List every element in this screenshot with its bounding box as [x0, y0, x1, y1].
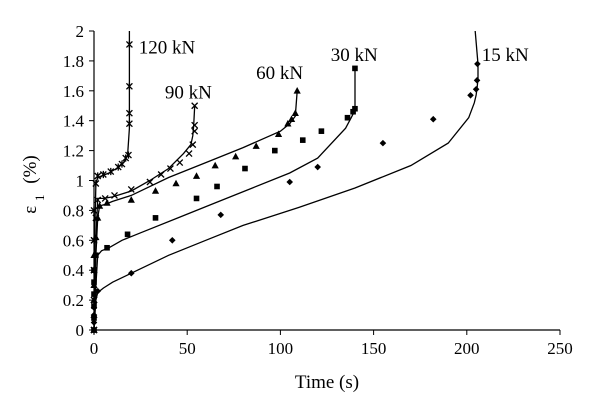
marker-star [125, 120, 133, 128]
marker-triangle [293, 87, 301, 94]
axes: 0 50 100 150 200 250 0 0.2 0.4 0.6 0.8 1 1.2 1.4 1.6 1.… [63, 22, 573, 358]
marker-diamond [429, 115, 437, 123]
marker-star [99, 170, 107, 179]
series-label: 60 kN [256, 63, 303, 84]
marker-square [193, 195, 200, 202]
x-tick-label: 250 [547, 339, 573, 358]
series-line-90-kn [93, 105, 196, 331]
marker-square [318, 128, 325, 134]
marker-star [114, 163, 122, 171]
marker-triangle [127, 196, 135, 203]
marker-triangle [274, 130, 283, 137]
x-axis-title: Time (s) [295, 372, 359, 393]
series-line-30-kn [93, 68, 356, 331]
marker-square [344, 114, 351, 121]
series-labels: 120 kN 90 kN 60 kN 30 kN 15 kN [139, 37, 529, 103]
marker-x [157, 171, 165, 178]
series-label: 120 kN [139, 37, 196, 58]
marker-diamond [379, 139, 387, 147]
marker-diamond [472, 86, 480, 93]
marker-diamond [474, 60, 481, 68]
series-line-120-kn [93, 31, 131, 331]
x-tick-label: 150 [361, 339, 387, 358]
y-axis-title: ε 1 (%) [20, 155, 47, 213]
marker-square [124, 231, 131, 238]
y-tick-label: 1.6 [63, 82, 84, 101]
y-tick-label: 0.6 [63, 231, 84, 250]
marker-star [125, 82, 133, 90]
marker-x [166, 165, 174, 172]
marker-triangle [192, 172, 201, 179]
marker-star [125, 109, 133, 117]
marker-x [111, 191, 118, 199]
marker-x [101, 194, 109, 202]
marker-diamond [473, 77, 481, 84]
marker-triangle [232, 152, 240, 160]
marker-triangle [151, 187, 160, 194]
marker-square [214, 183, 220, 190]
marker-diamond [314, 163, 321, 171]
marker-x [191, 121, 199, 129]
marker-star [94, 172, 102, 180]
marker-square [299, 137, 306, 143]
marker-star [125, 151, 132, 159]
y-axis-title-sub: 1 [32, 195, 47, 202]
marker-square [352, 105, 358, 112]
marker-x [191, 102, 199, 110]
marker-square [152, 215, 159, 221]
series-120-kn [90, 31, 133, 334]
marker-triangle [172, 179, 180, 187]
marker-diamond [127, 269, 135, 277]
series-label: 30 kN [331, 45, 378, 66]
series-layer [90, 30, 481, 334]
marker-star [125, 40, 133, 49]
marker-triangle [94, 214, 102, 221]
series-15-kn [90, 30, 481, 334]
y-axis-title-main: ε [20, 206, 41, 214]
series-90-kn [90, 102, 199, 334]
marker-square [104, 244, 110, 251]
y-tick-label: 1.8 [63, 52, 84, 71]
marker-triangle [211, 161, 219, 169]
y-tick-label: 1 [76, 172, 85, 191]
y-tick-label: 2 [76, 22, 85, 41]
marker-star [107, 167, 115, 176]
y-axis-title-unit: (%) [20, 155, 41, 183]
x-tick-label: 200 [454, 339, 480, 358]
marker-triangle [103, 199, 111, 206]
marker-x [185, 150, 193, 158]
marker-diamond [217, 211, 225, 219]
y-tick-label: 1.2 [63, 142, 84, 161]
y-tick-label: 0.8 [63, 201, 84, 220]
marker-square [352, 65, 358, 72]
x-tick-label: 0 [90, 339, 99, 358]
marker-triangle [284, 119, 292, 127]
marker-x [191, 127, 199, 135]
marker-x [176, 159, 184, 167]
marker-square [350, 108, 356, 115]
y-tick-label: 0.4 [63, 261, 85, 280]
marker-diamond [168, 237, 176, 244]
marker-x [146, 178, 154, 186]
marker-diamond [467, 91, 474, 99]
marker-square [272, 147, 278, 154]
series-label: 15 kN [482, 45, 529, 66]
y-tick-label: 0.2 [63, 291, 84, 310]
marker-square [242, 165, 248, 172]
marker-diamond [286, 178, 294, 186]
series-label: 90 kN [165, 82, 212, 103]
x-tick-label: 50 [179, 339, 196, 358]
marker-star [118, 160, 126, 168]
series-tail-15-kn [474, 30, 479, 64]
marker-x [127, 186, 135, 193]
y-tick-label: 0 [76, 321, 85, 340]
marker-triangle [252, 142, 260, 149]
marker-triangle [287, 115, 296, 123]
marker-triangle [291, 109, 299, 117]
x-tick-label: 100 [268, 339, 294, 358]
y-tick-label: 1.4 [63, 112, 85, 131]
marker-x [189, 141, 197, 149]
series-line-15-kn [93, 63, 479, 331]
